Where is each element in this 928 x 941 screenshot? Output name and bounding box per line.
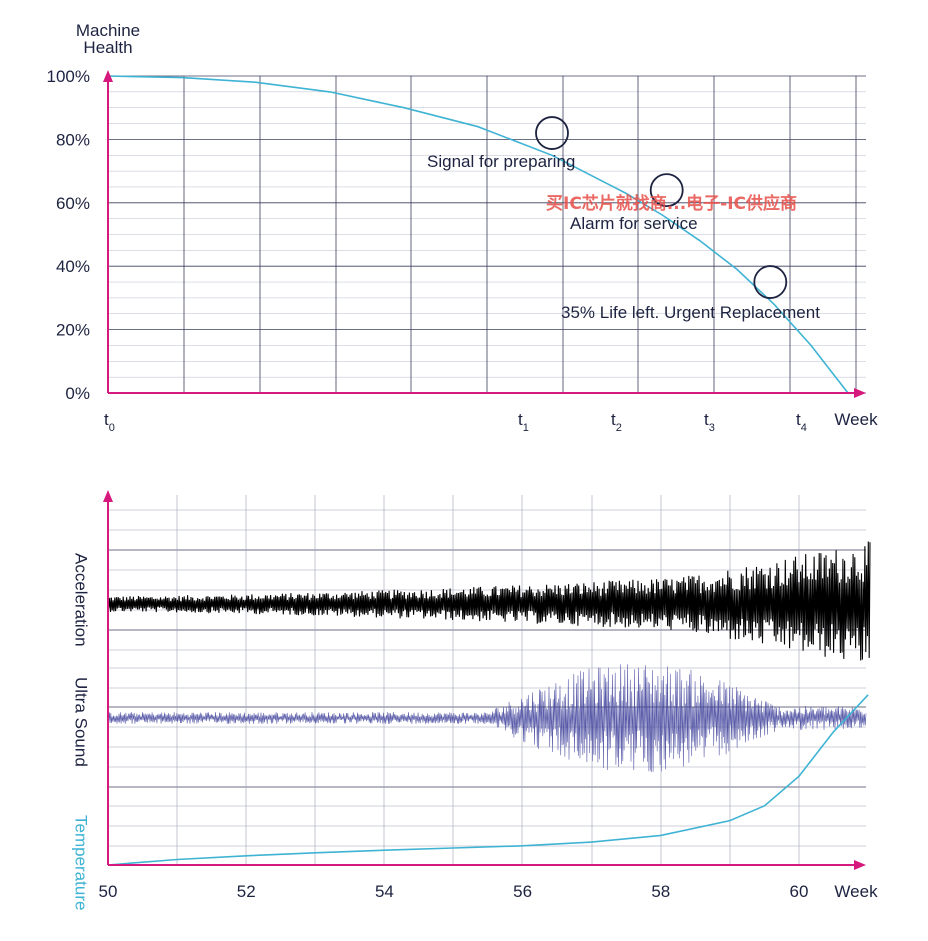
annotation-label: 35% Life left. Urgent Replacement [561,303,820,322]
series-label: Ultra Sound [72,677,91,767]
top-chart-grid [108,75,866,394]
y-tick-label: 40% [56,257,90,276]
annotation-marker-circle [535,116,569,150]
top-y-tick-labels: 100% 80% 60% 40% 20% 0% [47,67,90,403]
watermark-text: 买IC芯片就找商...电子-IC供应商 [546,193,797,214]
annotation-marker-circle [753,265,788,299]
health-annotations: Signal for preparing Alarm for service 35%… [427,152,820,322]
x-tick-label: 52 [237,882,256,901]
bottom-chart-grid [108,495,866,865]
y-tick-label: 20% [56,321,90,340]
bottom-x-axis-label: Week [834,882,878,901]
y-tick-label: 80% [56,130,90,149]
ultrasound-signal [107,664,867,773]
x-tick-label: 50 [99,882,118,901]
bottom-series-labels: Acceleration Ultra Sound Temperature [72,553,91,910]
health-markers [535,116,788,299]
ultrasound-waveform [107,664,867,773]
top-x-axis-arrow [854,388,866,398]
health-curve-line [107,75,849,394]
x-tick-label: t3 [704,410,715,434]
annotation-marker-circle [649,173,684,208]
x-tick-label: 56 [513,882,532,901]
y-tick-label: 60% [56,194,90,213]
x-tick-label: 60 [790,882,809,901]
x-tick-label: 54 [375,882,394,901]
bottom-x-tick-labels: 50 52 54 56 58 60 [99,882,809,901]
annotation-label: Alarm for service [570,214,698,233]
y-tick-label: 0% [65,384,90,403]
x-tick-label: t0 [104,410,115,434]
bottom-axes [103,490,866,870]
x-tick-label: t4 [796,410,807,434]
temperature-curve [107,694,869,866]
y-axis-title-line1: Machine [76,21,140,40]
top-y-axis-arrow [103,70,113,82]
series-label: Temperature [72,815,91,910]
annotation-label: Signal for preparing [427,152,575,171]
series-label: Acceleration [72,553,91,647]
top-x-axis-label: Week [834,410,878,429]
temperature-line [107,694,869,866]
bottom-y-axis-arrow [103,490,113,502]
y-axis-title-line2: Health [83,38,132,57]
x-tick-label: 58 [651,882,670,901]
top-x-tick-labels: t0 t1 t2 t3 t4 [104,410,807,434]
top-axes [103,70,866,398]
y-tick-label: 100% [47,67,90,86]
acceleration-waveform [107,541,871,661]
x-tick-label: t2 [611,410,622,434]
bottom-x-axis-arrow [854,860,866,870]
acceleration-signal [107,541,871,661]
health-curve [107,75,849,394]
x-tick-label: t1 [518,410,529,434]
